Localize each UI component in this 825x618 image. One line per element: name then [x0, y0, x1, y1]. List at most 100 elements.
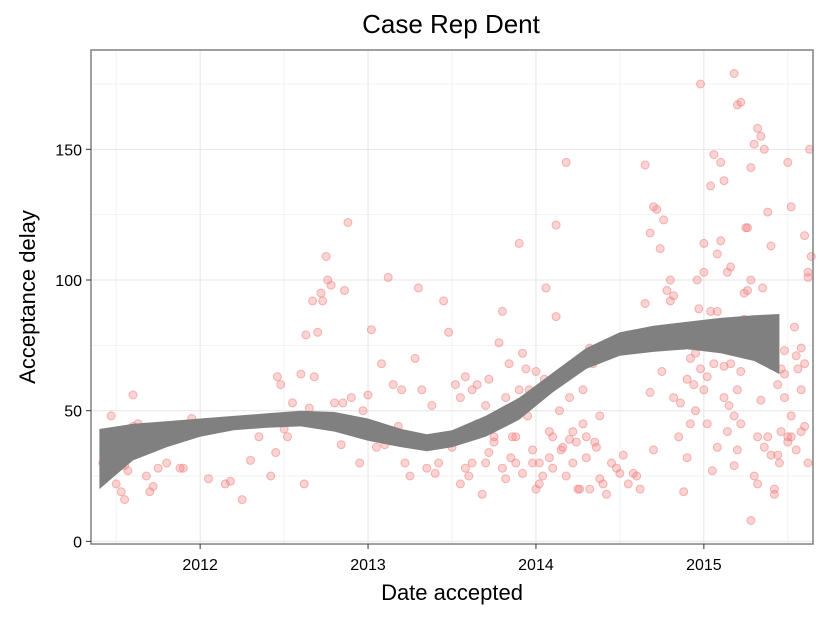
data-point — [729, 69, 739, 78]
data-point — [528, 458, 538, 468]
data-point — [116, 487, 126, 497]
data-point — [460, 372, 470, 382]
data-point — [756, 131, 766, 141]
data-point — [548, 463, 558, 473]
data-point — [590, 437, 600, 447]
data-point — [691, 406, 700, 416]
data-point — [595, 474, 605, 484]
data-point — [578, 385, 588, 395]
data-point — [780, 346, 789, 356]
data-point — [237, 495, 247, 505]
data-point — [578, 419, 588, 429]
data-point — [120, 495, 130, 505]
data-point — [786, 432, 796, 442]
data-point — [665, 296, 675, 306]
data-point — [123, 466, 133, 476]
data-point — [514, 238, 524, 248]
data-point — [288, 398, 297, 408]
data-point — [377, 359, 386, 369]
data-point — [511, 458, 521, 468]
data-point — [783, 432, 793, 442]
data-point — [358, 406, 368, 416]
data-point — [464, 471, 474, 481]
data-point — [541, 283, 551, 293]
data-point — [330, 398, 339, 408]
y-tick-label: 50 — [64, 404, 82, 421]
data-point — [534, 479, 544, 489]
data-point — [544, 427, 554, 437]
data-point — [769, 489, 779, 499]
grid-lines — [91, 50, 813, 544]
data-point — [724, 401, 734, 410]
data-point — [162, 458, 172, 468]
data-point — [326, 280, 336, 290]
data-point — [773, 380, 783, 390]
data-point — [316, 288, 326, 298]
data-point — [511, 432, 521, 442]
data-point — [793, 364, 803, 374]
data-point — [455, 393, 465, 403]
data-point — [709, 359, 719, 369]
data-point — [388, 380, 398, 390]
data-point — [712, 442, 722, 452]
data-point — [669, 291, 679, 301]
data-point — [598, 479, 608, 489]
data-point — [679, 487, 689, 497]
axis-ticks: 2012 2013 2014 2015 0 50 100 150 — [55, 142, 721, 574]
data-point — [299, 479, 309, 489]
data-point — [803, 267, 813, 277]
data-point — [551, 312, 561, 322]
data-point — [383, 272, 393, 282]
data-point — [355, 458, 365, 468]
data-point — [699, 238, 709, 248]
data-point — [225, 476, 235, 486]
data-point — [786, 411, 796, 421]
data-point — [749, 139, 759, 149]
data-point — [336, 440, 346, 450]
data-point — [455, 479, 465, 489]
chart-title: Case Rep Dent — [362, 9, 541, 39]
data-point — [759, 144, 769, 154]
data-point — [694, 304, 704, 314]
data-point — [558, 442, 568, 452]
data-point — [534, 458, 544, 468]
data-point — [719, 176, 729, 186]
data-point — [581, 453, 591, 463]
data-point — [528, 445, 538, 455]
data-point — [657, 367, 667, 376]
data-points — [98, 69, 816, 525]
data-point — [749, 471, 759, 481]
data-point — [776, 427, 786, 437]
data-point — [397, 385, 407, 395]
data-point — [800, 231, 810, 241]
data-point — [743, 286, 752, 295]
data-point — [296, 369, 306, 379]
data-point — [722, 267, 732, 277]
data-point — [716, 236, 726, 246]
data-point — [413, 283, 423, 293]
data-point — [204, 474, 213, 484]
data-point — [675, 398, 685, 408]
data-point — [645, 228, 655, 238]
confidence-band — [99, 314, 780, 490]
data-point — [427, 401, 437, 410]
data-point — [363, 390, 373, 400]
data-point — [746, 163, 756, 173]
plot-border — [90, 49, 814, 545]
data-point — [417, 385, 427, 395]
data-point — [806, 252, 816, 261]
data-point — [106, 411, 116, 421]
data-point — [321, 252, 331, 261]
x-tick-label: 2013 — [350, 557, 386, 574]
data-point — [501, 474, 511, 484]
data-point — [450, 380, 460, 390]
data-point — [400, 458, 410, 468]
data-point — [538, 471, 548, 481]
data-point — [128, 390, 138, 400]
data-point — [518, 468, 527, 478]
data-point — [800, 359, 810, 369]
data-point — [371, 442, 381, 452]
data-point — [753, 432, 763, 442]
data-point — [702, 372, 712, 382]
data-point — [791, 445, 801, 455]
